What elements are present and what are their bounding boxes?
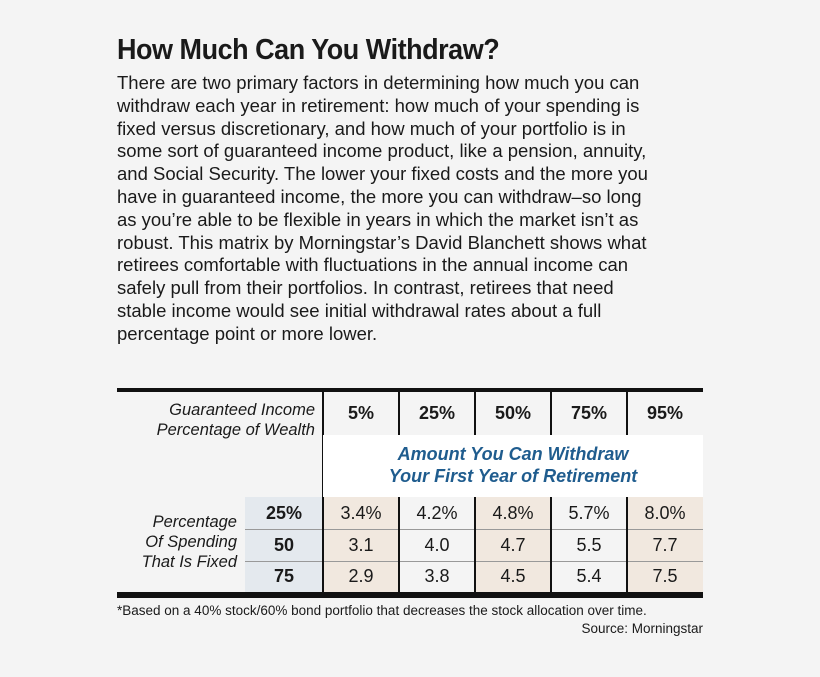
body-line: safely pull from their portfolios. In co… [117, 277, 614, 299]
col-axis-line: Percentage of Wealth [156, 421, 315, 439]
body-line: withdraw each year in retirement: how mu… [117, 94, 640, 116]
column-header: 50% [494, 403, 532, 423]
column-axis-label: Guaranteed Income Percentage of Wealth [117, 400, 315, 440]
table-cell: 5.7% [568, 502, 610, 523]
row-header: 75 [245, 561, 323, 592]
column-header: 75% [570, 403, 608, 423]
column-header: 95% [646, 403, 684, 423]
row-axis-line: Percentage [152, 513, 237, 531]
footnote: *Based on a 40% stock/60% bond portfolio… [117, 603, 647, 618]
table-cell: 7.7 [627, 529, 703, 561]
column-header: 25% [418, 403, 456, 423]
row-axis-label: Percentage Of Spending That Is Fixed [117, 512, 237, 572]
body-line: There are two primary factors in determi… [117, 72, 640, 93]
body-line: fixed versus discretionary, and how much… [117, 117, 626, 139]
body-line: and Social Security. The lower your fixe… [117, 163, 648, 185]
withdrawal-matrix: Guaranteed Income Percentage of Wealth P… [117, 388, 703, 598]
row-axis-line: That Is Fixed [141, 553, 237, 571]
table-cell: 2.9 [323, 561, 399, 592]
band-line: Your First Year of Retirement [388, 466, 638, 486]
table-cell: 4.7 [475, 529, 551, 561]
table-cell: 3.8 [424, 566, 450, 586]
body-line: as you’re able to be flexible in years i… [117, 208, 639, 230]
column-header: 5% [347, 403, 374, 423]
body-line: some sort of guaranteed income product, … [117, 140, 647, 162]
table-cell: 4.5 [475, 561, 551, 592]
table-cell: 3.1 [323, 529, 399, 561]
body-line: robust. This matrix by Morningstar’s Dav… [117, 231, 647, 253]
body-line: percentage point or more lower. [117, 322, 378, 344]
table-cell: 5.4 [576, 566, 602, 586]
body-line: have in guaranteed income, the more you … [117, 185, 642, 207]
row-axis-line: Of Spending [145, 533, 237, 551]
table-top-rule [117, 388, 703, 392]
table-band-title: Amount You Can Withdraw Your First Year … [323, 435, 703, 497]
source-credit: Source: Morningstar [581, 621, 703, 636]
col-axis-line: Guaranteed Income [169, 401, 315, 419]
table-bottom-rule [117, 592, 703, 598]
row-header: 50 [245, 529, 323, 561]
table-cell: 4.8% [475, 497, 551, 529]
table-cell: 4.0 [424, 534, 450, 555]
table-cell: 4.2% [416, 502, 458, 523]
body-line: retirees comfortable with fluctuations i… [117, 254, 629, 276]
table-cell: 8.0% [627, 497, 703, 529]
article-title: How Much Can You Withdraw? [117, 34, 500, 66]
article-body: There are two primary factors in determi… [117, 72, 717, 346]
table-cell: 7.5 [627, 561, 703, 592]
row-header: 25% [245, 497, 323, 529]
band-line: Amount You Can Withdraw [397, 444, 629, 464]
body-line: stable income would see initial withdraw… [117, 299, 602, 321]
table-cell: 3.4% [323, 497, 399, 529]
table-cell: 5.5 [576, 534, 602, 555]
